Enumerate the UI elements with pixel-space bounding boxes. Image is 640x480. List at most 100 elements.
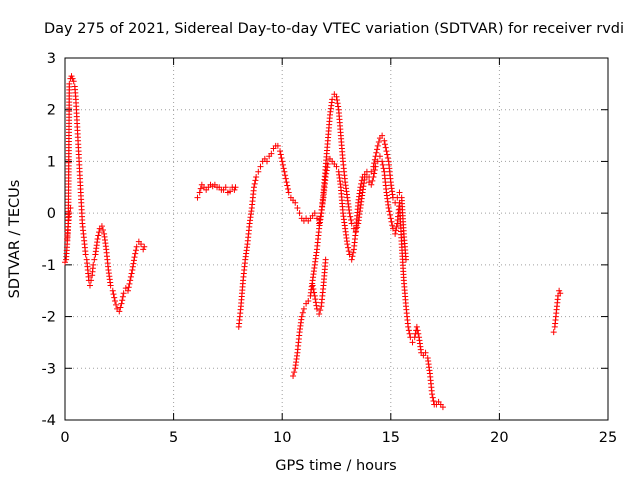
data-point-marker bbox=[385, 204, 392, 211]
data-point-marker bbox=[406, 330, 413, 337]
data-point-marker bbox=[389, 222, 396, 229]
data-point-marker bbox=[311, 210, 318, 217]
y-tick-label: -3 bbox=[42, 361, 56, 377]
data-point-marker bbox=[393, 223, 400, 230]
data-point-marker bbox=[313, 302, 320, 309]
data-point-marker bbox=[110, 291, 117, 298]
data-point-marker bbox=[119, 293, 126, 300]
y-tick-label: -4 bbox=[42, 413, 56, 429]
data-point-marker bbox=[379, 132, 386, 139]
data-point-marker bbox=[409, 339, 416, 346]
data-point-marker bbox=[124, 287, 131, 294]
data-point-marker bbox=[91, 256, 98, 263]
data-point-marker bbox=[309, 282, 316, 289]
data-point-marker bbox=[94, 236, 101, 242]
data-point-marker bbox=[127, 273, 134, 280]
data-point-marker bbox=[117, 304, 124, 311]
y-tick-label: -1 bbox=[42, 258, 56, 274]
data-point-marker bbox=[292, 199, 299, 206]
data-point-marker bbox=[387, 211, 394, 218]
x-tick-label: 25 bbox=[599, 430, 617, 446]
data-point-marker bbox=[113, 301, 120, 308]
data-point-marker bbox=[313, 305, 320, 312]
axis-ticks: 0 5 10 15 20 25 -4 -3 -2 -1 0 1 2 3 bbox=[42, 51, 618, 446]
data-point-marker bbox=[405, 323, 412, 330]
data-point-marker bbox=[550, 329, 557, 336]
data-point-marker bbox=[386, 208, 393, 215]
data-point-marker bbox=[346, 210, 353, 217]
x-tick-label: 20 bbox=[490, 430, 508, 446]
data-point-marker bbox=[429, 391, 436, 398]
data-point-marker bbox=[133, 243, 140, 250]
data-point-marker bbox=[387, 215, 394, 222]
data-point-marker bbox=[131, 254, 138, 261]
data-point-marker bbox=[396, 189, 403, 196]
grid bbox=[65, 58, 608, 420]
data-point-marker bbox=[388, 218, 395, 225]
data-point-marker bbox=[312, 296, 319, 303]
data-point-marker bbox=[374, 146, 381, 153]
data-point-marker bbox=[125, 284, 132, 291]
data-point-marker bbox=[370, 163, 377, 170]
data-point-marker bbox=[382, 144, 389, 151]
data-point-marker bbox=[344, 241, 351, 248]
data-point-marker bbox=[277, 151, 284, 158]
data-point-marker bbox=[95, 232, 102, 239]
data-point-marker bbox=[380, 165, 387, 172]
data-point-marker bbox=[305, 298, 312, 305]
data-point-marker bbox=[111, 294, 118, 301]
data-point-marker bbox=[316, 310, 323, 317]
data-point-marker bbox=[277, 148, 284, 155]
y-tick-label: 0 bbox=[47, 206, 56, 222]
data-point-marker bbox=[291, 369, 298, 376]
data-point-marker bbox=[107, 282, 114, 289]
data-point-marker bbox=[279, 161, 286, 168]
data-point-marker bbox=[250, 184, 257, 191]
data-point-marker bbox=[392, 230, 399, 237]
data-point-marker bbox=[130, 260, 137, 267]
data-point-marker bbox=[354, 224, 361, 231]
data-point-marker bbox=[263, 158, 270, 165]
data-point-marker bbox=[333, 93, 340, 100]
data-point-marker bbox=[392, 199, 399, 206]
data-point-marker bbox=[348, 220, 355, 227]
data-point-marker bbox=[132, 250, 139, 257]
y-tick-label: 1 bbox=[47, 154, 56, 170]
data-point-marker bbox=[128, 270, 135, 277]
data-point-marker bbox=[310, 285, 317, 292]
data-point-marker bbox=[429, 394, 436, 401]
data-point-marker bbox=[252, 177, 259, 184]
data-point-marker bbox=[430, 398, 437, 405]
data-point-marker bbox=[69, 75, 76, 82]
data-point-marker bbox=[345, 244, 352, 251]
data-point-marker bbox=[68, 73, 75, 80]
data-point-marker bbox=[141, 243, 148, 250]
data-point-marker bbox=[119, 297, 126, 304]
data-point-marker bbox=[129, 267, 136, 274]
data-point-marker bbox=[281, 168, 288, 175]
data-point-marker bbox=[392, 227, 399, 234]
data-point-marker bbox=[232, 184, 239, 191]
data-point-marker bbox=[334, 100, 341, 107]
data-point-marker bbox=[368, 181, 375, 188]
data-point-marker bbox=[66, 80, 73, 87]
data-point-marker bbox=[109, 287, 116, 294]
data-point-marker bbox=[116, 308, 123, 315]
data-point-marker bbox=[382, 141, 389, 148]
data-point-marker bbox=[231, 186, 238, 193]
data-point-marker bbox=[422, 349, 429, 356]
data-point-marker bbox=[279, 158, 286, 165]
data-point-marker bbox=[284, 186, 291, 193]
data-point-marker bbox=[222, 184, 229, 191]
data-point-marker bbox=[384, 151, 391, 158]
data-point-marker bbox=[322, 256, 329, 263]
plot-frame bbox=[64, 57, 609, 421]
x-tick-label: 15 bbox=[382, 430, 400, 446]
data-point-marker bbox=[274, 142, 281, 149]
data-point-marker bbox=[350, 249, 357, 256]
data-point-marker bbox=[323, 170, 330, 177]
x-axis-label: GPS time / hours bbox=[275, 458, 396, 474]
data-point-marker bbox=[96, 229, 103, 236]
data-point-marker bbox=[294, 204, 301, 211]
data-point-marker bbox=[62, 259, 68, 266]
